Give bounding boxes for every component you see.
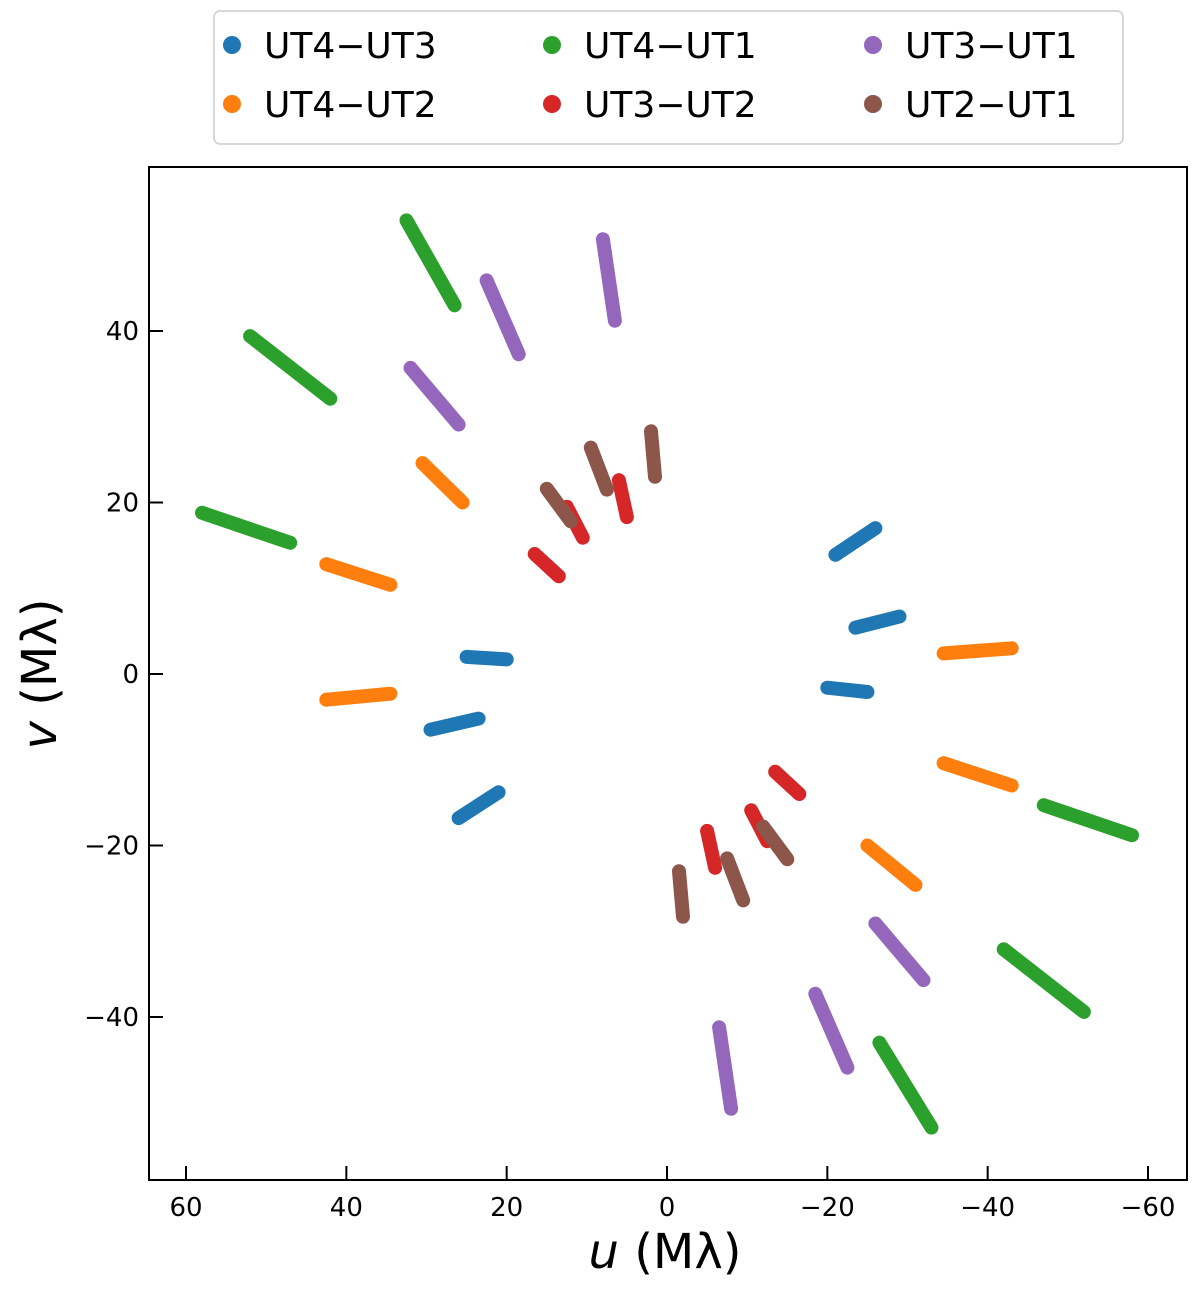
series-ut3-ut2 — [527, 473, 807, 875]
uv-track-ut4-ut1-5 — [996, 942, 1091, 1019]
x-axis-label: u (Mλ) — [589, 1224, 742, 1280]
uv-track-ut2-ut1-3 — [539, 481, 578, 529]
uv-track-ut4-ut1-6 — [872, 1035, 939, 1135]
uv-track-ut4-ut1-2 — [243, 329, 338, 406]
plot-area — [148, 166, 1188, 1181]
uv-track-ut3-ut2-6 — [700, 823, 723, 875]
uv-track-ut2-ut1-2 — [583, 440, 614, 497]
uv-track-ut2-ut1-4 — [756, 819, 795, 867]
x-axis: 60 40 20 0 −20 −40 −60 — [169, 1166, 1175, 1223]
legend-item-ut4-ut3: UT4−UT3 — [223, 26, 437, 67]
x-axis-label-unit: (Mλ) — [619, 1224, 742, 1280]
x-tick-label: −40 — [960, 1193, 1015, 1223]
uv-track-ut4-ut3-1 — [828, 521, 883, 562]
uv-track-ut2-ut1-5 — [720, 851, 751, 908]
uv-track-ut4-ut2-2 — [319, 557, 398, 592]
uv-track-ut3-ut1-3 — [403, 360, 466, 432]
legend-label: UT3−UT2 — [584, 85, 757, 126]
uv-track-ut2-ut1-1 — [644, 424, 662, 484]
legend-label: UT4−UT3 — [264, 26, 437, 67]
uv-track-ut4-ut1-3 — [195, 505, 298, 550]
y-tick-label: −20 — [84, 832, 139, 862]
uv-track-ut3-ut1-1 — [595, 232, 622, 328]
x-tick-label: −60 — [1121, 1193, 1176, 1223]
legend-label: UT3−UT1 — [905, 26, 1078, 67]
x-axis-label-var: u — [589, 1224, 619, 1280]
y-axis: 40 20 0 −20 −40 — [84, 317, 163, 1033]
x-tick-label: −20 — [800, 1193, 855, 1223]
y-tick-label: −40 — [84, 1003, 139, 1033]
legend-marker — [223, 36, 241, 54]
x-tick-label: 40 — [330, 1193, 363, 1223]
legend-marker — [543, 95, 561, 113]
series-ut2-ut1 — [539, 424, 795, 924]
uv-track-ut4-ut1-4 — [1036, 798, 1139, 843]
uv-track-ut4-ut2-6 — [860, 838, 923, 892]
legend-item-ut2-ut1: UT2−UT1 — [864, 85, 1078, 126]
uv-track-ut3-ut1-2 — [479, 273, 526, 362]
y-axis-label: v (Mλ) — [12, 599, 68, 750]
legend-marker — [543, 36, 561, 54]
legend-label: UT4−UT1 — [584, 26, 757, 67]
plot-frame — [148, 166, 1188, 1181]
legend-item-ut3-ut1: UT3−UT1 — [864, 26, 1078, 67]
legend-item-ut3-ut2: UT3−UT2 — [543, 85, 757, 126]
x-tick-label: 60 — [169, 1193, 202, 1223]
series-ut4-ut3 — [423, 521, 907, 826]
legend-item-ut4-ut2: UT4−UT2 — [223, 85, 437, 126]
legend: UT4−UT3 UT4−UT2 UT4−UT1 UT3−UT2 UT3−UT1 UT2−U… — [213, 10, 1124, 145]
uv-track-ut4-ut3-4 — [459, 649, 514, 667]
uv-track-ut3-ut2-1 — [527, 547, 566, 584]
uv-track-ut3-ut1-6 — [712, 1020, 739, 1116]
y-axis-label-unit: (Mλ) — [12, 599, 68, 722]
uv-track-ut4-ut2-1 — [415, 456, 470, 510]
legend-label: UT4−UT2 — [264, 85, 437, 126]
y-tick-label: 0 — [122, 660, 139, 690]
legend-item-ut4-ut1: UT4−UT1 — [543, 26, 757, 67]
uv-track-ut4-ut3-3 — [820, 680, 875, 699]
uv-track-ut3-ut1-5 — [808, 986, 855, 1075]
legend-marker — [864, 95, 882, 113]
uv-track-ut4-ut3-2 — [848, 609, 907, 635]
legend-marker — [223, 95, 241, 113]
x-tick-label: 20 — [490, 1193, 523, 1223]
uv-track-ut4-ut2-4 — [936, 641, 1019, 661]
y-tick-label: 40 — [106, 317, 139, 347]
legend-marker — [864, 36, 882, 54]
uv-track-ut4-ut3-5 — [423, 711, 486, 737]
series-ut3-ut1 — [403, 232, 931, 1116]
uv-track-ut3-ut2-3 — [611, 473, 634, 525]
uv-track-ut4-ut2-3 — [319, 686, 398, 707]
uv-track-ut4-ut2-5 — [936, 756, 1019, 793]
uv-track-ut3-ut2-4 — [768, 764, 807, 801]
legend-label: UT2−UT1 — [905, 85, 1078, 126]
y-axis-label-var: v — [12, 720, 68, 749]
uv-track-ut2-ut1-6 — [672, 864, 690, 924]
series-ut4-ut1 — [195, 213, 1139, 1135]
uv-track-ut4-ut1-1 — [399, 213, 462, 313]
y-tick-label: 20 — [106, 489, 139, 519]
uv-track-ut3-ut1-4 — [868, 916, 931, 988]
series-ut4-ut2 — [319, 456, 1019, 892]
legend-frame — [213, 10, 1124, 145]
x-tick-label: 0 — [659, 1193, 676, 1223]
uv-track-ut4-ut3-6 — [451, 785, 506, 826]
